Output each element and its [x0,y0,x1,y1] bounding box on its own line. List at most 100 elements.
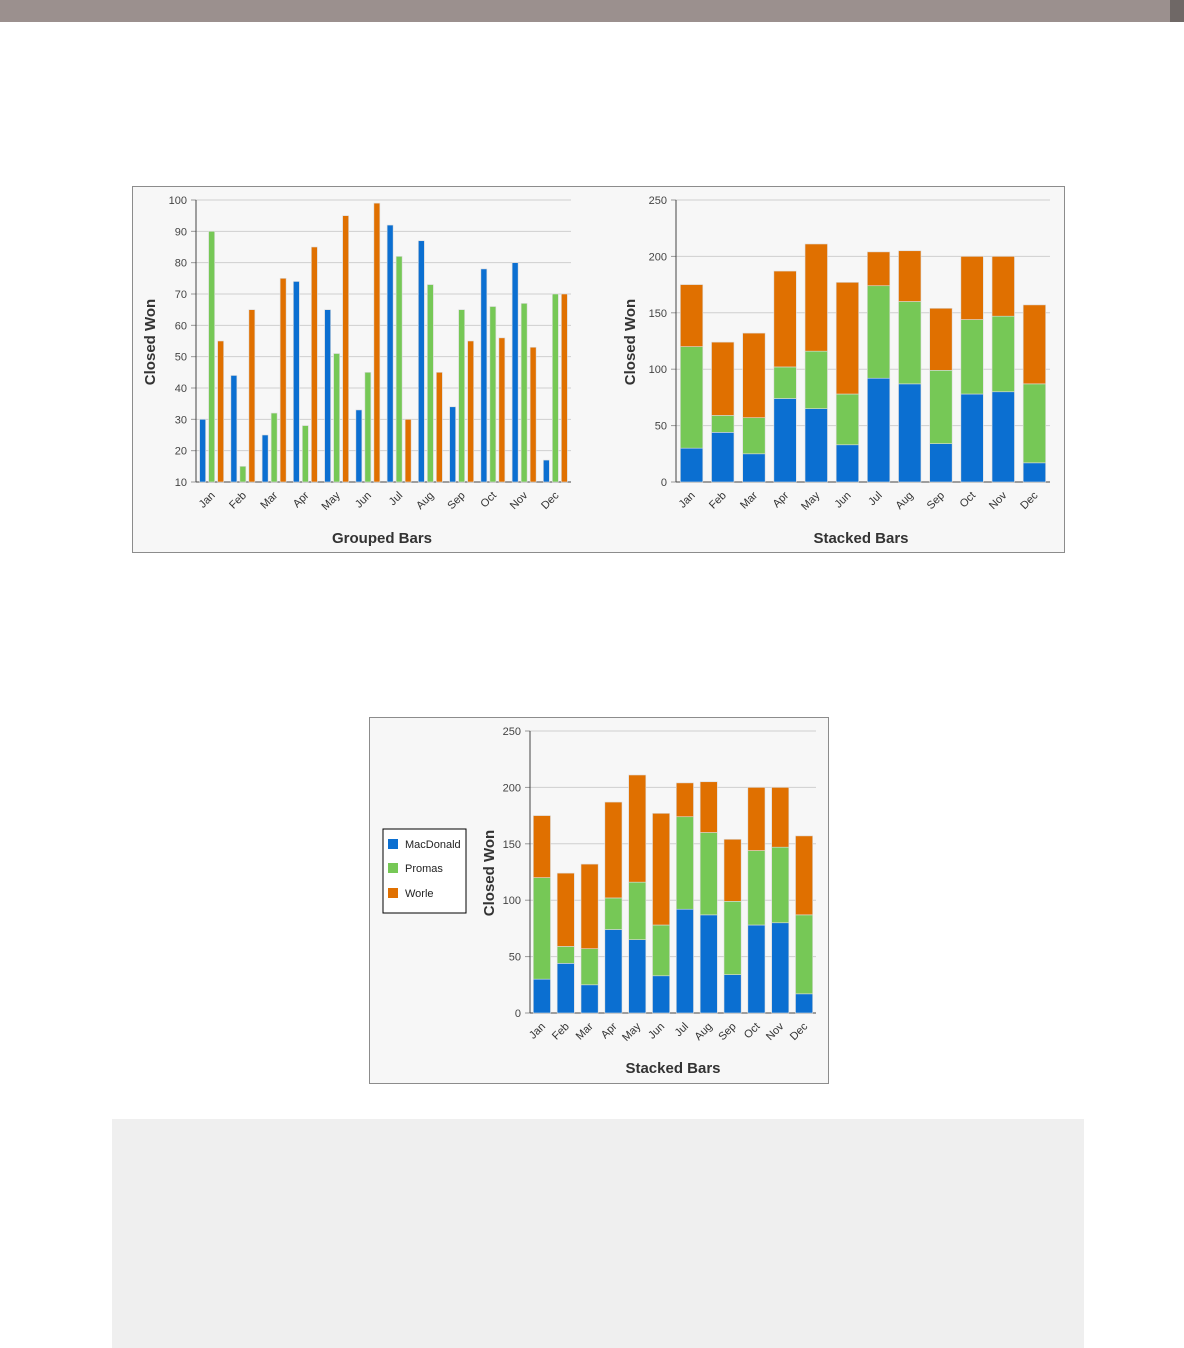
x-tick-label: Oct [958,490,979,511]
legend-swatch-promas [388,863,398,873]
grouped-bars-chart: Closed Won Grouped Bars 10 20 30 40 50 60 70 80… [142,195,571,547]
bar-macdonald [543,459,550,483]
bar-segment-worle [742,332,766,419]
bar-segment-promas [773,366,797,399]
x-tick-label: May [320,489,344,513]
bar-macdonald [324,309,331,483]
x-tick-label: Oct [742,1021,763,1042]
bar-segment-macdonald [699,914,718,1014]
chart-title: Grouped Bars [332,530,432,547]
bar-segment-promas [652,924,670,977]
bar-segment-promas [742,417,766,455]
bar-segment-promas [723,901,742,975]
bar-segment-macdonald [804,408,828,483]
legend-swatch-macdonald [388,839,398,849]
x-tick-label: Apr [771,489,792,510]
bar-macdonald [355,409,363,483]
bar-segment-macdonald [960,393,984,483]
stacked-bars-chart: Closed Won Stacked Bars 0 50 100 150 200 250 J… [622,195,1050,547]
bar-promas [270,412,278,483]
x-tick-label: Aug [414,490,436,512]
bar-segment-promas [1022,383,1046,464]
y-tick-label: 0 [515,1008,521,1020]
bar-worle [404,419,412,483]
x-tick-label: Sep [925,490,947,512]
x-tick-label: Dec [539,489,562,512]
y-tick-label: 250 [503,726,521,738]
legend: MacDonald Promas Worle [382,828,467,914]
bar-segment-worle [991,256,1015,317]
bar-macdonald [230,375,238,483]
bar-promas [239,466,247,483]
y-tick-label: 20 [175,446,187,458]
bar-segment-promas [628,881,647,940]
y-tick-label: 100 [503,895,521,907]
bar-segment-macdonald [580,984,599,1014]
bar-segment-worle [604,801,623,899]
top-bar [0,0,1184,22]
x-tick-label: Sep [445,490,467,512]
y-tick-label: 50 [509,952,521,964]
bar-promas [427,284,434,483]
bar-segment-macdonald [747,924,766,1014]
legend-swatch-worle [388,888,398,898]
x-tick-label: Aug [693,1021,715,1043]
x-tick-label: Feb [227,490,249,512]
bar-segment-worle [556,872,575,947]
bar-promas [395,256,403,483]
bar-segment-worle [898,250,922,302]
bar-macdonald [386,224,394,483]
bar-worle [217,340,224,483]
bar-segment-macdonald [628,939,647,1014]
bar-segment-promas [991,315,1015,393]
bar-segment-macdonald [898,383,922,483]
x-tick-label: May [620,1020,644,1044]
y-tick-label: 150 [503,839,521,851]
x-tick-label: Feb [550,1021,572,1043]
bar-promas [552,293,559,483]
bar-segment-macdonald [711,432,735,483]
bar-segment-promas [556,946,575,964]
x-tick-label: Apr [291,489,312,510]
x-tick-label: Jan [677,490,698,511]
bar-segment-worle [652,813,670,926]
x-tick-label: Mar [574,1020,596,1042]
charts-panel-top: Closed Won Grouped Bars 10 20 30 40 50 60 70 80… [132,186,1065,553]
bar-segment-macdonald [556,963,575,1014]
bar-segment-macdonald [795,993,813,1014]
bar-segment-promas [835,393,859,446]
bar-segment-macdonald [676,908,694,1014]
charts-svg-top: Closed Won Grouped Bars 10 20 30 40 50 60 70 80… [142,195,1050,547]
bar-segment-promas [533,877,551,980]
x-tick-label: Jun [353,490,374,511]
x-tick-label: Jul [866,490,884,508]
y-axis-label: Closed Won [142,299,159,385]
x-tick-label: Jul [387,490,405,508]
bar-worle [248,309,256,483]
y-tick-label: 250 [649,195,667,207]
x-tick-label: Apr [599,1020,620,1041]
bar-segment-worle [699,781,718,833]
y-tick-label: 200 [503,782,521,794]
bar-segment-promas [929,370,953,444]
x-tick-label: Dec [788,1020,811,1043]
bar-worle [436,372,443,483]
y-tick-label: 50 [175,352,187,364]
bar-segment-macdonald [723,974,742,1014]
bar-worle [498,337,506,483]
bar-segment-macdonald [835,444,859,483]
bar-promas [302,425,309,483]
bar-worle [467,340,474,483]
bar-segment-worle [723,838,742,902]
x-tick-label: Mar [258,489,280,511]
bar-segment-worle [680,284,704,347]
top-bar-edge [1170,0,1184,22]
bar-segment-macdonald [773,398,797,483]
x-tick-label: Nov [987,489,1010,512]
bar-macdonald [261,434,269,483]
y-tick-label: 150 [649,308,667,320]
bar-segment-promas [804,350,828,409]
bar-segment-worle [533,815,551,878]
bar-macdonald [199,419,206,483]
y-tick-label: 50 [655,421,667,433]
